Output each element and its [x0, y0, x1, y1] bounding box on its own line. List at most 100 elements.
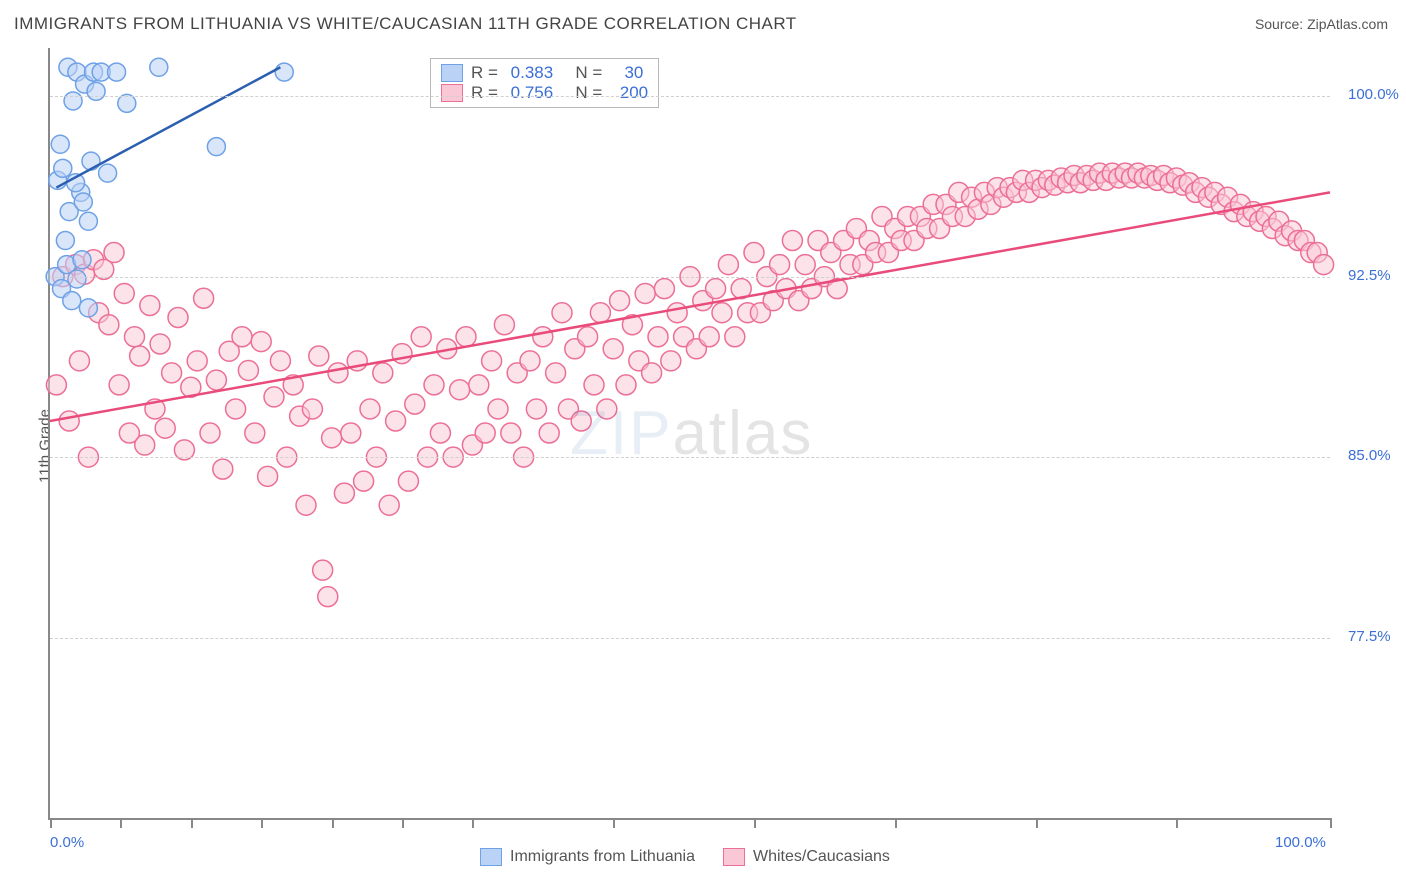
legend-r-value: 0.383	[511, 63, 554, 83]
scatter-point	[501, 423, 521, 443]
gridline	[50, 457, 1330, 458]
scatter-point	[411, 327, 431, 347]
scatter-point	[712, 303, 732, 323]
legend-swatch	[723, 848, 745, 866]
scatter-point	[309, 346, 329, 366]
scatter-point	[109, 375, 129, 395]
x-tick	[1036, 818, 1038, 828]
scatter-point	[584, 375, 604, 395]
scatter-point	[245, 423, 265, 443]
scatter-point	[162, 363, 182, 383]
scatter-point	[520, 351, 540, 371]
x-tick	[754, 818, 756, 828]
scatter-point	[124, 327, 144, 347]
scatter-point	[456, 327, 476, 347]
gridline	[50, 638, 1330, 639]
scatter-point	[373, 363, 393, 383]
scatter-point	[578, 327, 598, 347]
scatter-point	[318, 587, 338, 607]
scatter-point	[334, 483, 354, 503]
scatter-point	[251, 332, 271, 352]
scatter-point	[482, 351, 502, 371]
scatter-point	[150, 334, 170, 354]
scatter-point	[770, 255, 790, 275]
legend-row: R = 0.383 N = 30	[441, 63, 648, 83]
scatter-point	[571, 411, 591, 431]
gridline	[50, 277, 1330, 278]
scatter-point	[718, 255, 738, 275]
chart-title: IMMIGRANTS FROM LITHUANIA VS WHITE/CAUCA…	[14, 14, 797, 34]
scatter-point	[450, 380, 470, 400]
scatter-point	[424, 375, 444, 395]
scatter-point	[744, 243, 764, 263]
scatter-point	[533, 327, 553, 347]
y-tick-label: 92.5%	[1348, 267, 1391, 284]
legend-swatch	[441, 84, 463, 102]
scatter-point	[706, 279, 726, 299]
scatter-point	[328, 363, 348, 383]
legend-row: R = 0.756 N = 200	[441, 83, 648, 103]
scatter-point	[168, 308, 188, 328]
scatter-point	[63, 292, 81, 310]
scatter-point	[398, 471, 418, 491]
x-tick	[895, 818, 897, 828]
legend-swatch	[480, 848, 502, 866]
scatter-point	[99, 164, 117, 182]
scatter-point	[73, 251, 91, 269]
chart-container: IMMIGRANTS FROM LITHUANIA VS WHITE/CAUCA…	[0, 0, 1406, 892]
x-tick	[332, 818, 334, 828]
scatter-point	[238, 360, 258, 380]
legend-item: Whites/Caucasians	[723, 848, 890, 866]
scatter-point	[206, 370, 226, 390]
scatter-point	[610, 291, 630, 311]
gridline	[50, 96, 1330, 97]
scatter-point	[782, 231, 802, 251]
trend-line	[50, 192, 1330, 421]
scatter-point	[430, 423, 450, 443]
scatter-point	[661, 351, 681, 371]
scatter-point	[654, 279, 674, 299]
scatter-point	[130, 346, 150, 366]
legend-n-label: N =	[561, 63, 607, 83]
scatter-point	[603, 339, 623, 359]
scatter-point	[114, 283, 134, 303]
scatter-point	[552, 303, 572, 323]
plot-area: ZIPatlas R = 0.383 N = 30R = 0.756 N = 2…	[48, 48, 1330, 820]
scatter-point	[360, 399, 380, 419]
scatter-point	[296, 495, 316, 515]
scatter-point	[213, 459, 233, 479]
scatter-point	[597, 399, 617, 419]
scatter-point	[68, 270, 86, 288]
scatter-point	[313, 560, 333, 580]
x-tick	[613, 818, 615, 828]
scatter-point	[302, 399, 322, 419]
x-tick	[191, 818, 193, 828]
scatter-point	[642, 363, 662, 383]
y-tick-label: 77.5%	[1348, 628, 1391, 645]
scatter-point	[56, 232, 74, 250]
y-tick-label: 85.0%	[1348, 447, 1391, 464]
legend-r-label: R =	[471, 63, 503, 83]
scatter-point	[104, 243, 124, 263]
scatter-point	[616, 375, 636, 395]
scatter-point	[64, 92, 82, 110]
x-tick-label: 100.0%	[1275, 834, 1326, 851]
scatter-point	[667, 303, 687, 323]
scatter-point	[51, 135, 69, 153]
scatter-point	[232, 327, 252, 347]
scatter-point	[187, 351, 207, 371]
scatter-point	[82, 152, 100, 170]
scatter-point	[475, 423, 495, 443]
scatter-point	[79, 299, 97, 317]
legend-n-value: 200	[615, 83, 648, 103]
scatter-point	[69, 351, 89, 371]
scatter-point	[341, 423, 361, 443]
scatter-point	[405, 394, 425, 414]
scatter-point	[546, 363, 566, 383]
x-tick-label: 0.0%	[50, 834, 84, 851]
scatter-point	[539, 423, 559, 443]
scatter-point	[725, 327, 745, 347]
scatter-point	[590, 303, 610, 323]
scatter-point	[194, 288, 214, 308]
scatter-point	[379, 495, 399, 515]
